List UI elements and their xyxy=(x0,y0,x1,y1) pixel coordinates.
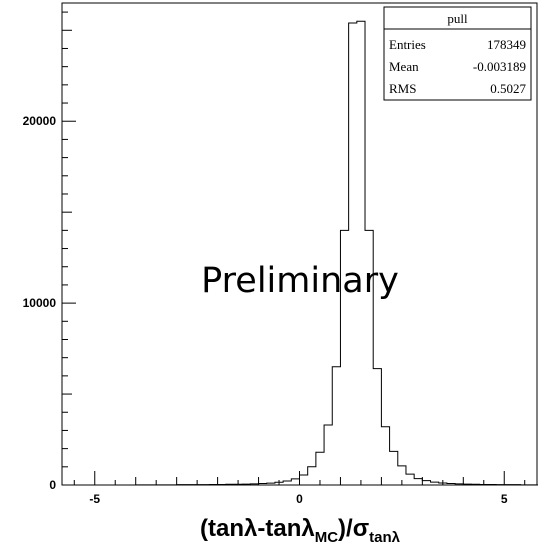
plot-frame xyxy=(61,2,538,486)
stats-box: pull Entries 178349 Mean -0.003189 RMS 0… xyxy=(383,6,532,101)
x-axis-label-part: λ xyxy=(301,515,314,542)
x-axis-label-part: (tan xyxy=(200,515,244,542)
stats-entries-value: 178349 xyxy=(487,37,526,52)
stats-box-title: pull xyxy=(447,11,468,26)
x-axis-label-part: )/ xyxy=(338,515,353,542)
x-axis-label-part: σ xyxy=(353,515,369,542)
x-axis-label-part: λ xyxy=(392,529,401,546)
x-tick-labels: -5 0 5 xyxy=(89,492,507,506)
y-tick-label: 10000 xyxy=(23,296,57,310)
y-tick-label: 0 xyxy=(49,478,56,492)
x-axis-label: (tanλ-tanλMC)/σtanλ xyxy=(200,515,401,546)
x-axis-label-part: -tan xyxy=(257,515,301,542)
stats-box-frame xyxy=(383,6,532,101)
y-tick-label: 20000 xyxy=(23,114,57,128)
stats-rms-label: RMS xyxy=(389,81,416,96)
stats-entries-label: Entries xyxy=(389,37,426,52)
x-axis-label-part: tan xyxy=(369,529,392,546)
preliminary-annotation: Preliminary xyxy=(201,261,399,301)
x-tick-label: -5 xyxy=(89,492,100,506)
stats-mean-value: -0.003189 xyxy=(473,59,526,74)
x-tick-label: 0 xyxy=(296,492,303,506)
stats-mean-label: Mean xyxy=(389,59,419,74)
x-axis-label-part: λ xyxy=(244,515,257,542)
x-tick-label: 5 xyxy=(501,492,508,506)
y-axis-ticks xyxy=(62,11,76,486)
y-tick-labels: 0 10000 20000 xyxy=(23,114,57,492)
x-axis-label-part: MC xyxy=(315,529,338,546)
stats-rms-value: 0.5027 xyxy=(490,81,526,96)
